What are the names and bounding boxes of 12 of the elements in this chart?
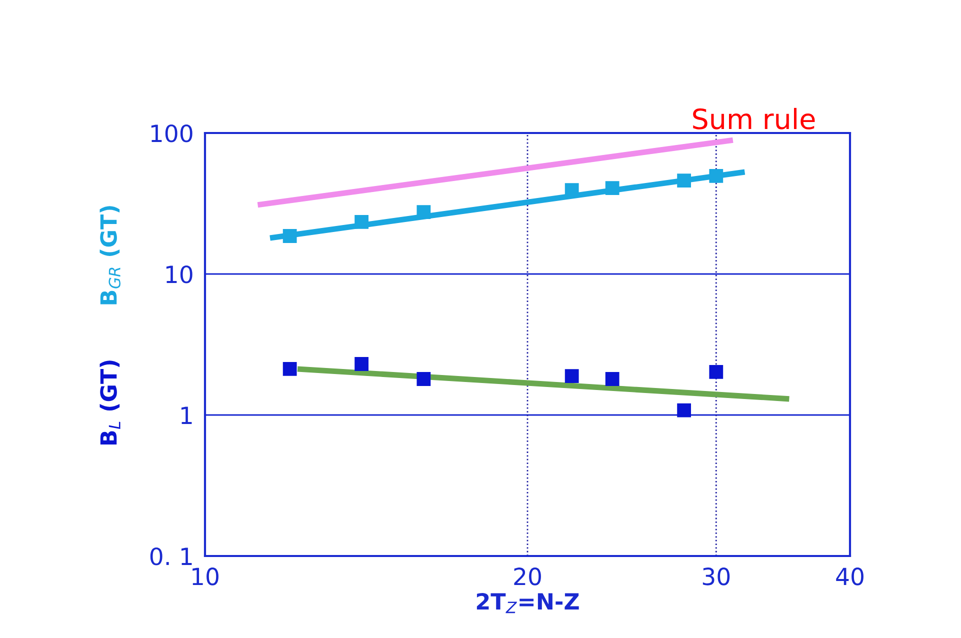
x-tick-label: 20 <box>514 568 541 586</box>
x-tick-label: 30 <box>702 568 730 586</box>
text: B$_{GR}$ (GT) <box>100 206 120 304</box>
x-axis-title: 2T$_{Z}$=N-Z <box>476 592 579 614</box>
text: B$_{L}$ (GT) <box>100 360 120 445</box>
y-tick-label: 10 <box>166 265 192 284</box>
annotation: Sum rule <box>693 108 815 130</box>
y-tick-label: 1 <box>181 406 192 424</box>
y-tick-label: 100 <box>151 124 192 142</box>
y-tick-label: 0. 1 <box>150 547 192 566</box>
x-tick-label: 40 <box>836 568 864 586</box>
x-tick-label: 10 <box>192 568 218 586</box>
